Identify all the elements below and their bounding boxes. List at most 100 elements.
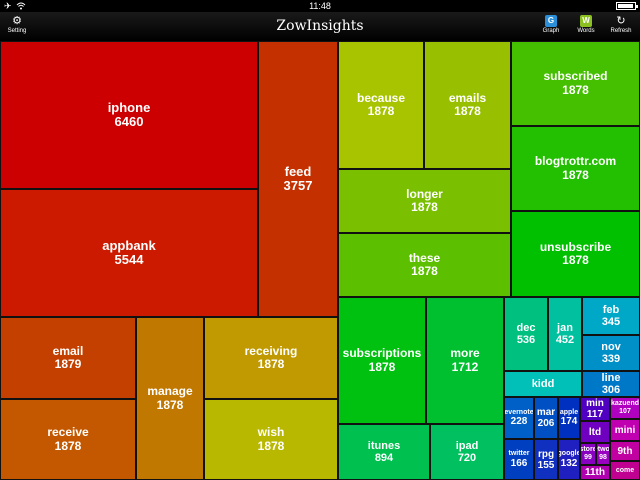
word-label: kazuend xyxy=(611,400,640,408)
word-count: 117 xyxy=(586,409,604,420)
word-label: more xyxy=(450,346,480,361)
treemap-cell-dec[interactable]: dec 536 xyxy=(504,297,548,371)
treemap-cell-emails[interactable]: emails 1878 xyxy=(424,41,511,169)
treemap-cell-kidd[interactable]: kidd xyxy=(504,371,582,397)
app-title: ZowInsights xyxy=(276,18,364,34)
word-count: 107 xyxy=(619,408,631,415)
word-label: 9th xyxy=(617,445,633,457)
treemap-cell-mar[interactable]: mar 206 xyxy=(534,397,558,439)
treemap-cell-twitter[interactable]: twitter 166 xyxy=(504,439,534,480)
treemap-cell-9th[interactable]: 9th xyxy=(610,441,640,461)
word-count: 1878 xyxy=(562,82,589,97)
treemap-cell-store[interactable]: store 99 xyxy=(580,443,596,465)
graph-label: Graph xyxy=(542,28,560,34)
treemap-cell-network[interactable]: network98 xyxy=(596,443,610,465)
word-count: 1878 xyxy=(156,397,184,412)
treemap-cell-apple[interactable]: apple 174 xyxy=(558,397,580,439)
word-label: subscribed xyxy=(543,69,608,84)
word-count: 339 xyxy=(601,353,621,365)
setting-label: Setting xyxy=(7,28,27,34)
treemap-cell-feb[interactable]: feb 345 xyxy=(582,297,640,335)
word-label: wish xyxy=(257,425,285,440)
treemap-cell-ltd[interactable]: ltd xyxy=(580,421,610,443)
word-label: apple xyxy=(559,408,579,416)
treemap-cell-receive[interactable]: receive 1878 xyxy=(0,399,136,480)
word-count: 5544 xyxy=(114,252,144,267)
word-count: 345 xyxy=(601,316,621,328)
word-label: appbank xyxy=(102,237,156,253)
word-label: because xyxy=(356,90,406,105)
word-label: come xyxy=(615,466,635,474)
word-treemap: iphone 6460 appbank 5544 feed 3757 email 187… xyxy=(0,41,640,480)
treemap-cell-email[interactable]: email 1879 xyxy=(0,317,136,399)
treemap-cell-feed[interactable]: feed 3757 xyxy=(258,41,338,317)
treemap-cell-itunes[interactable]: itunes 894 xyxy=(338,424,430,480)
gear-icon: ⚙ xyxy=(12,15,22,27)
word-label: jan xyxy=(557,321,573,334)
word-label: itunes xyxy=(367,439,401,452)
treemap-cell-more[interactable]: more 1712 xyxy=(426,297,504,424)
status-bar: ✈ 11:48 xyxy=(0,0,640,12)
treemap-cell-these[interactable]: these 1878 xyxy=(338,233,511,297)
word-count: 1878 xyxy=(257,438,285,453)
word-label: nov xyxy=(601,340,621,353)
treemap-cell-iphone[interactable]: iphone 6460 xyxy=(0,41,258,189)
treemap-cell-come[interactable]: come xyxy=(610,461,640,480)
treemap-cell-blogtrottr[interactable]: blogtrottr.com 1878 xyxy=(511,126,640,211)
setting-button[interactable]: ⚙ Setting xyxy=(4,15,30,34)
treemap-cell-subscribed[interactable]: subscribed 1878 xyxy=(511,41,640,126)
word-label: dec xyxy=(516,321,536,334)
treemap-cell-ipad[interactable]: ipad 720 xyxy=(430,424,504,480)
treemap-cell-nov[interactable]: nov 339 xyxy=(582,335,640,371)
word-count: 1878 xyxy=(367,104,395,118)
words-button[interactable]: W Words xyxy=(573,15,599,34)
word-count: 228 xyxy=(510,416,528,428)
treemap-cell-rpg[interactable]: rpg 155 xyxy=(534,439,558,480)
treemap-cell-mini[interactable]: mini xyxy=(610,419,640,441)
treemap-cell-evernote[interactable]: evernote 228 xyxy=(504,397,534,439)
word-count: 1878 xyxy=(411,264,438,278)
word-count: 1878 xyxy=(562,167,589,182)
word-count: 6460 xyxy=(114,114,144,129)
treemap-cell-unsubscribe[interactable]: unsubscribe 1878 xyxy=(511,211,640,297)
word-label: ipad xyxy=(455,439,479,452)
word-count: 306 xyxy=(601,384,621,396)
word-label: subscriptions xyxy=(342,346,422,361)
word-count: 99 xyxy=(584,454,592,461)
treemap-cell-appbank[interactable]: appbank 5544 xyxy=(0,189,258,317)
treemap-cell-manage[interactable]: manage 1878 xyxy=(136,317,204,480)
treemap-cell-because[interactable]: because 1878 xyxy=(338,41,424,169)
word-count: 1878 xyxy=(562,253,589,267)
treemap-cell-subscriptions[interactable]: subscriptions 1878 xyxy=(338,297,426,424)
word-label: mar xyxy=(536,407,556,418)
word-count: 536 xyxy=(516,334,536,346)
treemap-cell-jan[interactable]: jan 452 xyxy=(548,297,582,371)
word-label: line xyxy=(601,371,621,384)
graph-button[interactable]: G Graph xyxy=(538,15,564,34)
word-label: min xyxy=(586,398,604,409)
words-label: Words xyxy=(577,28,595,34)
word-count: 894 xyxy=(374,452,394,464)
word-label: manage xyxy=(147,384,193,399)
treemap-cell-longer[interactable]: longer 1878 xyxy=(338,169,511,233)
word-count: 206 xyxy=(537,418,555,429)
treemap-cell-receiving[interactable]: receiving 1878 xyxy=(204,317,338,399)
word-label: rpg xyxy=(537,448,555,460)
treemap-cell-min[interactable]: min 117 xyxy=(580,397,610,421)
word-count: 720 xyxy=(457,452,477,464)
treemap-cell-line[interactable]: line 306 xyxy=(582,371,640,397)
words-icon: W xyxy=(580,15,592,27)
word-label: kidd xyxy=(531,377,555,390)
word-count: 1878 xyxy=(54,438,82,453)
refresh-button[interactable]: ↻ Refresh xyxy=(608,15,634,34)
treemap-cell-11th[interactable]: 11th xyxy=(580,465,610,480)
word-label: feb xyxy=(602,303,620,316)
battery-icon xyxy=(616,2,638,10)
treemap-cell-google[interactable]: google 132 xyxy=(558,439,580,480)
word-count: 155 xyxy=(537,459,555,471)
word-label: feed xyxy=(284,163,312,179)
treemap-cell-wish[interactable]: wish 1878 xyxy=(204,399,338,480)
word-label: receive xyxy=(47,425,89,440)
treemap-cell-kazuend[interactable]: kazuend 107 xyxy=(610,397,640,419)
word-label: network xyxy=(597,446,610,454)
